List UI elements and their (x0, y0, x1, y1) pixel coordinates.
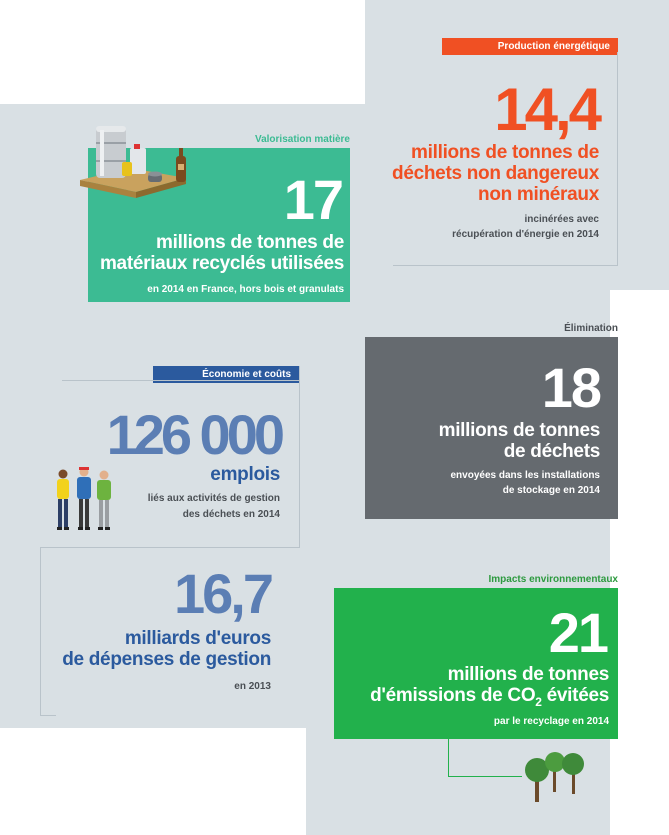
depenses-line2: de dépenses de gestion (62, 649, 271, 670)
impacts-connector-horizontal (448, 776, 522, 777)
elimination-number: 18 (541, 356, 602, 419)
production-line2: déchets non dangereux (392, 163, 599, 184)
impacts-line2-end: évitées (541, 685, 610, 706)
depenses-frame-bottom (40, 715, 56, 716)
economie-unit: emplois (210, 464, 280, 485)
economie-number: 126 000 (106, 403, 285, 466)
valorisation-note: en 2014 en France, hors bois et granulat… (147, 284, 344, 295)
depenses-frame-left (40, 547, 41, 716)
production-number: 14,4 (494, 76, 602, 143)
impacts-box (334, 588, 618, 739)
production-line3: non minéraux (478, 184, 599, 205)
depenses-note: en 2013 (234, 681, 271, 692)
impacts-label: Impacts environnementaux (488, 574, 618, 585)
production-note2: récupération d'énergie en 2014 (452, 229, 599, 240)
production-frame-right (617, 52, 618, 266)
economie-note1: liés aux activités de gestion (147, 493, 280, 504)
valorisation-line1: millions de tonnes de (156, 232, 344, 253)
valorisation-line2: matériaux recyclés utilisées (99, 253, 344, 274)
economie-frame-right (299, 366, 300, 548)
production-frame-bottom (393, 265, 618, 266)
elimination-label: Élimination (564, 323, 618, 334)
production-line1: millions de tonnes de (411, 142, 599, 163)
elimination-box (365, 337, 618, 519)
production-note1: incinérées avec (524, 214, 600, 225)
depenses-number: 16,7 (174, 562, 274, 625)
impacts-number: 21 (548, 601, 609, 664)
impacts-line2-text: d'émissions de CO (370, 685, 536, 706)
impacts-co2-subscript: 2 (535, 694, 542, 709)
economie-note2: des déchets en 2014 (182, 509, 280, 520)
elimination-note1: envoyées dans les installations (450, 470, 600, 481)
economie-frame-top (62, 380, 300, 381)
workers-illustration (57, 467, 111, 530)
impacts-connector-vertical (448, 739, 449, 777)
production-tag: Production énergétique (442, 38, 618, 55)
impacts-line1: millions de tonnes (447, 664, 610, 685)
impacts-line2: d'émissions de CO2 évitées (370, 685, 610, 709)
depenses-line1: milliards d'euros (124, 628, 271, 649)
elimination-line1: millions de tonnes (438, 420, 601, 441)
recycled-materials-illustration (80, 126, 186, 198)
elimination-note2: de stockage en 2014 (502, 485, 600, 496)
economie-frame-bottom (40, 547, 300, 548)
valorisation-label: Valorisation matière (254, 134, 350, 145)
valorisation-number: 17 (283, 168, 344, 231)
trees-illustration (525, 752, 584, 802)
impacts-note: par le recyclage en 2014 (493, 716, 609, 727)
economie-tag: Économie et coûts (153, 366, 299, 383)
elimination-line2: de déchets (503, 441, 601, 462)
